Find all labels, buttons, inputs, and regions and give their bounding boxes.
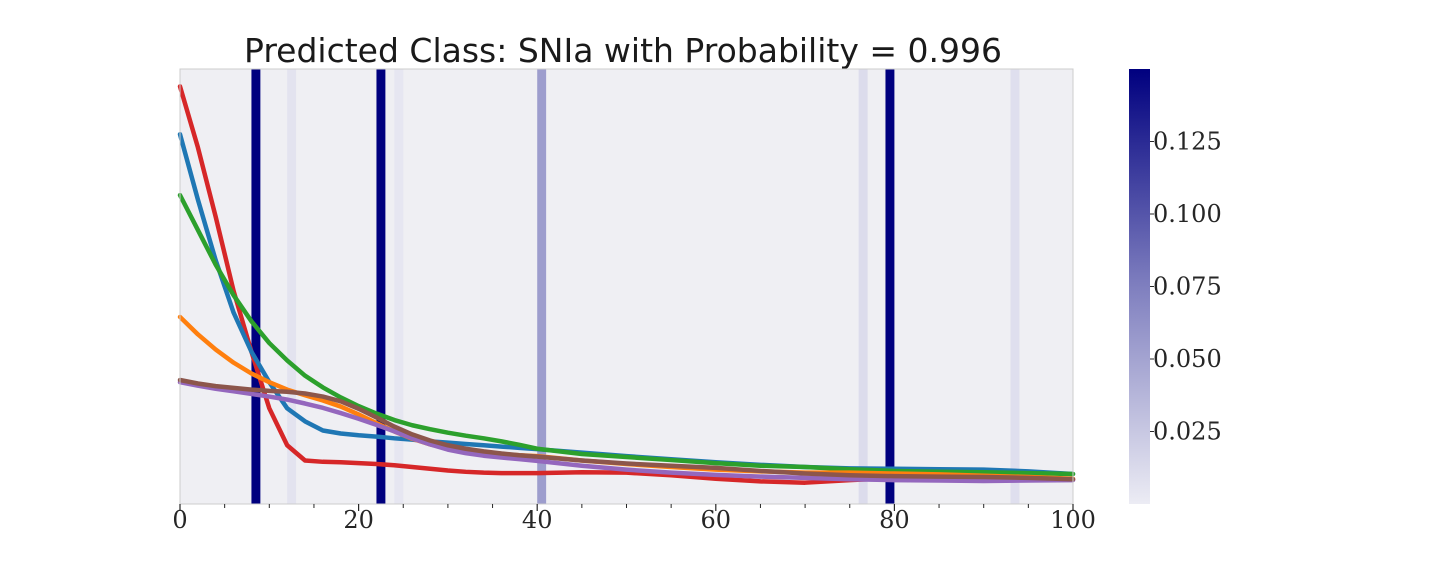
attention-band-4	[537, 69, 547, 504]
plot-area-background	[180, 69, 1073, 504]
colorbar	[1129, 69, 1150, 504]
colorbar-tick-label-0.100: 0.100	[1153, 200, 1222, 228]
x-tick-label-100: 100	[1050, 506, 1096, 534]
x-tick-label-20: 20	[343, 506, 374, 534]
attention-band-3	[394, 69, 404, 504]
attention-band-0	[251, 69, 261, 504]
attention-band-6	[885, 69, 895, 504]
series-lines	[177, 84, 1076, 485]
series-line-brown	[177, 377, 1076, 482]
attention-band-7	[1010, 69, 1020, 504]
attention-band-1	[287, 69, 297, 504]
colorbar-tick-label-0.025: 0.025	[1153, 418, 1222, 446]
attention-band-2	[376, 69, 386, 504]
x-tick-label-0: 0	[172, 506, 187, 534]
x-tick-label-80: 80	[879, 506, 910, 534]
x-tick-label-40: 40	[522, 506, 553, 534]
chart-title: Predicted Class: SNIa with Probability =…	[244, 31, 1002, 70]
attention-bands	[251, 69, 1020, 504]
x-tick-label-60: 60	[701, 506, 732, 534]
attention-band-5	[858, 69, 868, 504]
colorbar-tick-label-0.050: 0.050	[1153, 345, 1222, 373]
series-line-purple	[177, 379, 1076, 484]
colorbar-ticks: 0.025 0.050 0.075 0.100 0.125	[1150, 128, 1222, 446]
x-axis: 0 20 40 60 80 100	[172, 504, 1096, 534]
colorbar-tick-label-0.075: 0.075	[1153, 273, 1222, 301]
colorbar-tick-label-0.125: 0.125	[1153, 128, 1222, 156]
series-line-green	[177, 192, 1076, 477]
